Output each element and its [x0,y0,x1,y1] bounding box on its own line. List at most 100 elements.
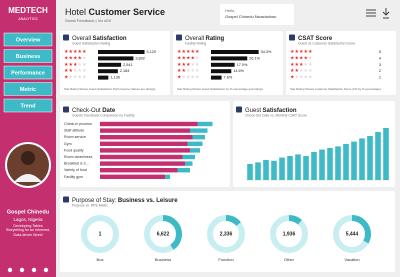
star: ★ [177,49,182,55]
star: ★ [290,62,295,68]
star: ★ [195,75,200,81]
title-light: Overall [72,36,91,42]
star: ★ [77,62,82,68]
card-title: Guest Satisfaction [245,108,297,114]
star-rating: ★★★★★ [177,49,200,55]
card-title: Overall Satisfaction [72,36,127,42]
social-icon[interactable] [31,267,37,273]
star: ★ [195,49,200,55]
bar-segment [100,121,198,127]
card [286,31,396,95]
star: ★ [77,75,82,81]
star: ★ [190,56,195,62]
download-icon[interactable] [382,8,390,19]
bar [271,160,277,180]
title-light: Purpose of Stay: [72,198,117,204]
bar [98,50,145,54]
star: ★ [73,69,78,75]
nav-button[interactable] [3,49,53,63]
bar-segment [100,168,178,173]
category-label: Staff attitude [64,129,84,133]
title-bold: Customer Service [89,7,166,17]
category-label: Facility gym [64,175,83,179]
star: ★ [68,69,73,75]
bar [279,157,285,180]
star: ★ [82,69,87,75]
card-icon [63,196,69,203]
social-icon[interactable] [43,267,49,273]
bar-segment [100,141,188,146]
star: ★ [294,49,299,55]
star: ★ [64,62,69,68]
card-subtitle: Purpose vs. RPS Metric [72,203,108,207]
nav-button[interactable] [3,65,53,80]
star: ★ [181,56,186,62]
profile-bio: Developing Tables Storytelling for an In… [5,224,51,237]
star: ★ [303,49,308,55]
star: ★ [64,69,69,75]
star-rating: ★★★★★ [177,62,200,68]
star: ★ [190,75,195,81]
nav-button[interactable] [3,82,53,96]
donut-label: Vacation [344,257,359,262]
photo-shirt [14,174,42,182]
star: ★ [64,56,69,62]
star: ★ [299,56,304,62]
star: ★ [68,75,73,81]
star: ★ [290,75,295,81]
card [60,191,395,272]
star: ★ [308,75,313,81]
donut-value: 2,336 [220,231,233,237]
settings-icon[interactable] [366,9,376,17]
title-bold: Date [102,108,116,114]
nav-label[interactable]: Metric [20,87,36,93]
nav-button[interactable] [3,98,53,113]
star: ★ [68,56,73,62]
bar [359,138,365,180]
nav-label[interactable]: Overview [16,37,41,43]
social-icon[interactable] [7,267,13,273]
bar [327,148,333,180]
star: ★ [303,62,308,68]
star: ★ [68,62,73,68]
card-subtitle: Guest vs Customer Satisfaction Score [298,41,355,45]
star-rating: ★★★★★ [64,75,87,81]
star: ★ [64,75,69,81]
bar [98,62,122,67]
bar [211,62,235,67]
donut-label: Bus [97,257,104,262]
card-note: Star Rating Shows Guest Satisfaction Per… [64,87,155,91]
star: ★ [308,56,313,62]
star: ★ [177,62,182,68]
donut-value: 1 [99,231,102,237]
star: ★ [82,75,87,81]
card-note: Star Rating Shows Guest Satisfaction by … [177,87,263,91]
social-icon[interactable] [19,267,25,273]
card-subtitle: Facility Rating [185,41,206,45]
star-label: 5 [379,50,381,54]
category-label: Room cleanliness [64,155,93,159]
bar [311,152,317,180]
donut-label: Business [155,257,171,262]
bar [247,164,253,180]
card-icon [63,106,69,113]
donut-arc [81,215,119,253]
card-subtitle: Guest Satisfaction Rating [72,41,110,45]
bar [375,132,381,180]
star: ★ [68,49,73,55]
nav-label[interactable]: Trend [21,103,36,109]
value-label: 26.1% [249,56,260,60]
donut-value: 5,444 [346,231,359,237]
star: ★ [299,62,304,68]
donut-arc [207,215,245,253]
nav-label[interactable]: Business [16,54,40,60]
donut-value: 1,936 [283,231,296,237]
value-label: 2,184 [120,69,130,73]
nav-button[interactable] [3,32,53,47]
bar-segment [177,168,190,173]
nav-label[interactable]: Performance [11,70,45,76]
bar [351,141,357,180]
bar [319,149,325,180]
